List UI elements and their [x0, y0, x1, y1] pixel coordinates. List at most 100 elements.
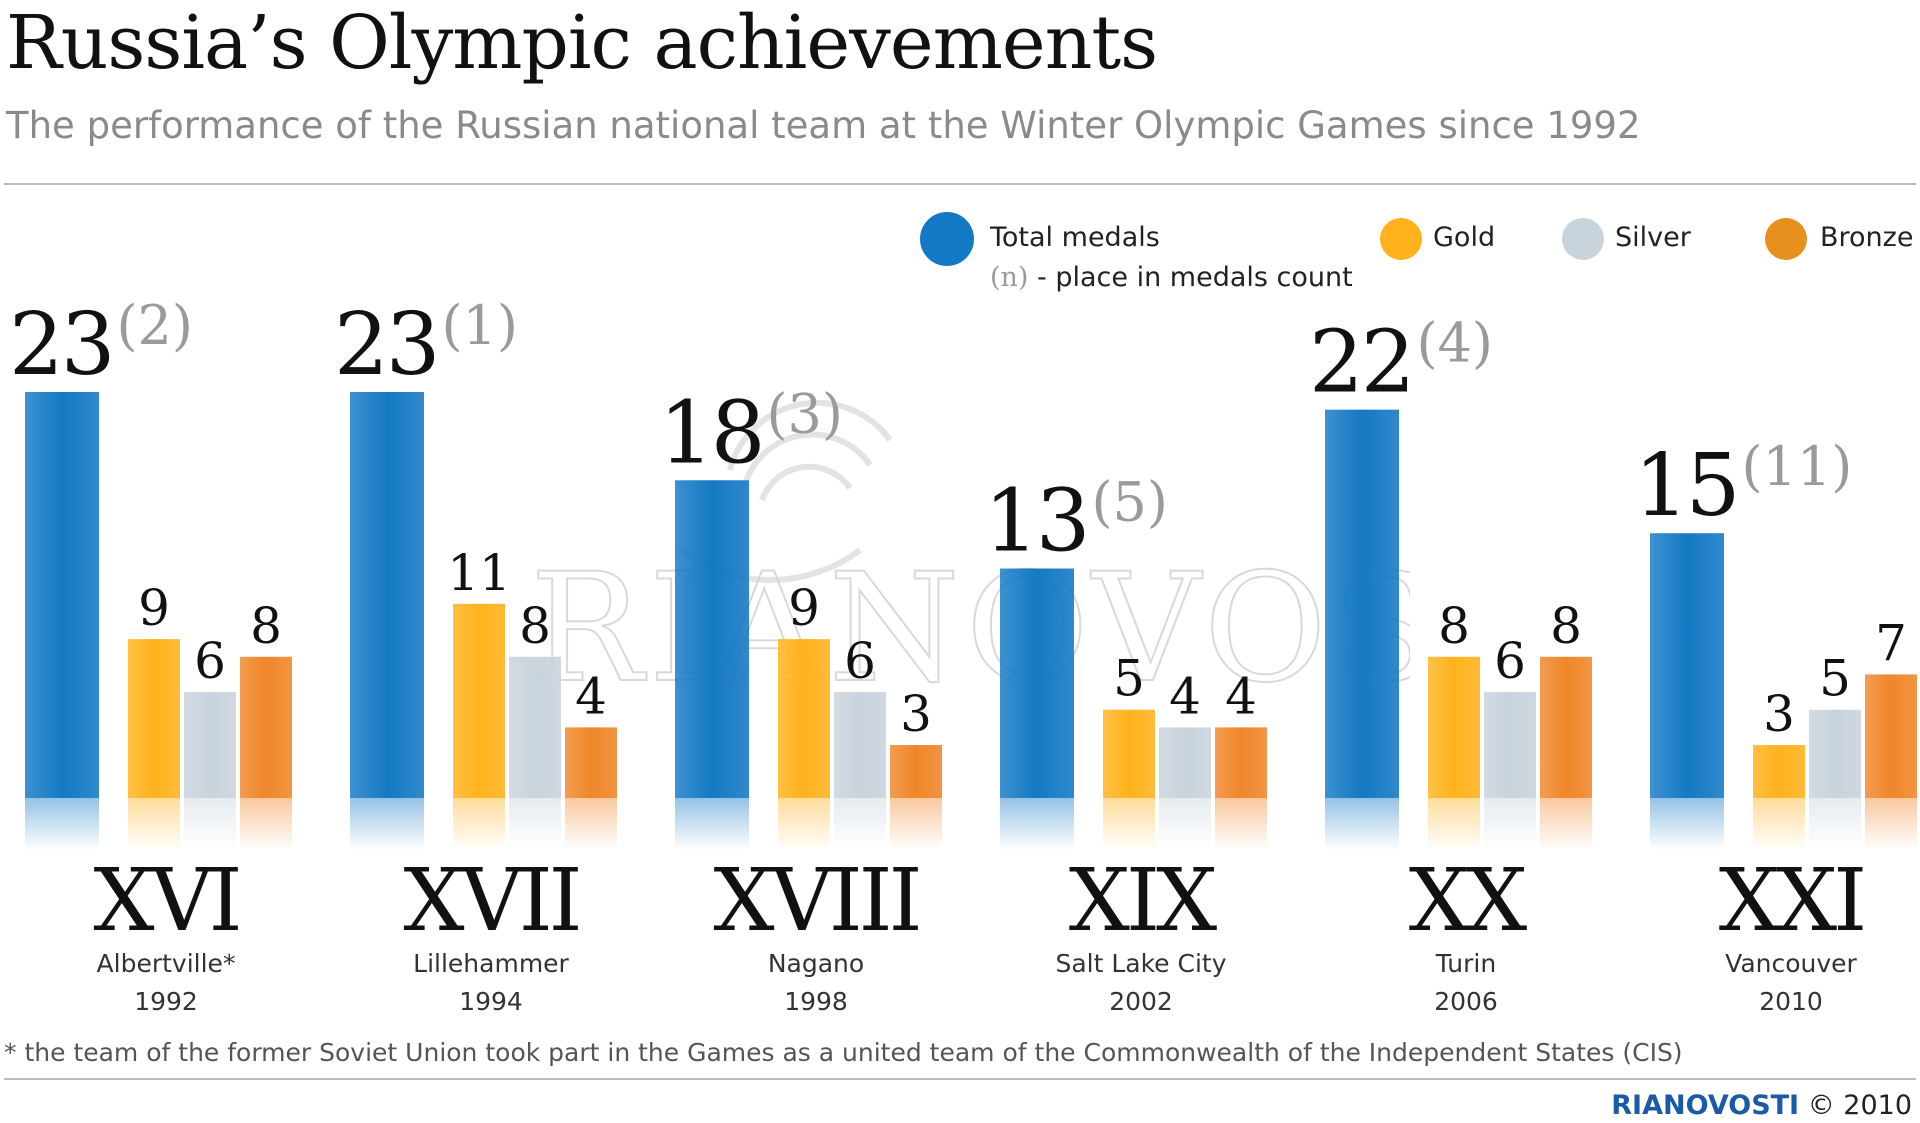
total-label-XIX: 13 [984, 472, 1087, 572]
bar-gold-XX [1428, 656, 1480, 798]
city-label-XXI: Vancouver [1725, 949, 1857, 978]
value-label-bronze-XVII: 4 [575, 667, 607, 725]
value-label-gold-XIX: 5 [1113, 650, 1145, 708]
total-label-XX: 22 [1309, 313, 1412, 413]
legend-total-swatch [920, 212, 974, 266]
bar-total-XXI [1650, 533, 1724, 798]
place-label-XX: (4) [1416, 312, 1493, 375]
top-divider [4, 183, 1916, 185]
chart-title: Russia’s Olympic achievements [6, 0, 1158, 86]
legend-gold-swatch [1380, 218, 1422, 260]
value-label-gold-XVIII: 9 [788, 579, 820, 637]
bar-gold-XIX [1103, 709, 1155, 798]
value-label-bronze-XIX: 4 [1225, 667, 1257, 725]
bar-silver-XX [1484, 692, 1536, 798]
total-label-XXI: 15 [1634, 436, 1737, 536]
bar-bronze-XIX [1215, 727, 1267, 798]
bar-gold-reflection-XXI [1753, 798, 1805, 850]
bar-bronze-XVI [240, 656, 292, 798]
legend-total-label: Total medals [990, 222, 1160, 253]
bar-bronze-reflection-XXI [1865, 798, 1917, 850]
city-label-XIX: Salt Lake City [1055, 949, 1226, 978]
bar-silver-XXI [1809, 709, 1861, 798]
bar-silver-XVI [184, 692, 236, 798]
city-label-XVII: Lillehammer [413, 949, 569, 978]
bar-total-XX [1325, 409, 1399, 798]
games-numeral-XX: XX [1409, 851, 1527, 951]
bar-gold-XVII [453, 603, 505, 798]
brand-logo: RIANOVOSTI [1611, 1090, 1800, 1121]
bar-bronze-reflection-XIX [1215, 798, 1267, 850]
value-label-bronze-XVIII: 3 [900, 685, 932, 743]
bar-bronze-reflection-XVIII [890, 798, 942, 850]
bar-gold-XVI [128, 639, 180, 798]
value-label-silver-XVIII: 6 [844, 632, 876, 690]
total-label-XVII: 23 [334, 295, 437, 395]
value-label-silver-XVI: 6 [194, 632, 226, 690]
bar-total-XVIII [675, 480, 749, 798]
bar-silver-reflection-XVII [509, 798, 561, 850]
year-label-XXI: 2010 [1759, 987, 1823, 1016]
bar-bronze-XVIII [890, 745, 942, 798]
legend-silver-swatch [1562, 218, 1604, 260]
bar-gold-XVIII [778, 639, 830, 798]
bar-total-reflection-XVII [350, 798, 424, 850]
bar-bronze-reflection-XVI [240, 798, 292, 850]
year-label-XVII: 1994 [459, 987, 523, 1016]
value-label-silver-XXI: 5 [1819, 650, 1851, 708]
footnote: * the team of the former Soviet Union to… [4, 1038, 1683, 1067]
value-label-gold-XX: 8 [1438, 597, 1470, 655]
place-label-XXI: (11) [1741, 435, 1852, 498]
value-label-silver-XX: 6 [1494, 632, 1526, 690]
bar-silver-reflection-XXI [1809, 798, 1861, 850]
legend-place-note: (n) - place in medals count [990, 262, 1353, 293]
bar-bronze-XXI [1865, 674, 1917, 798]
bar-silver-XVIII [834, 692, 886, 798]
year-label-XIX: 2002 [1109, 987, 1173, 1016]
city-label-XX: Turin [1435, 949, 1496, 978]
value-label-gold-XVI: 9 [138, 579, 170, 637]
total-label-XVI: 23 [9, 295, 112, 395]
bar-total-XIX [1000, 568, 1074, 798]
legend-silver-label: Silver [1615, 222, 1691, 253]
bar-silver-XIX [1159, 727, 1211, 798]
chart-subtitle: The performance of the Russian national … [6, 104, 1641, 147]
value-label-gold-XXI: 3 [1763, 685, 1795, 743]
legend-bronze-swatch [1765, 218, 1807, 260]
value-label-bronze-XXI: 7 [1875, 614, 1907, 672]
bar-silver-XVII [509, 656, 561, 798]
legend-gold-label: Gold [1433, 222, 1496, 253]
games-numeral-XXI: XXI [1719, 851, 1863, 951]
bar-gold-XXI [1753, 745, 1805, 798]
bar-total-reflection-XXI [1650, 798, 1724, 850]
year-label-XVIII: 1998 [784, 987, 848, 1016]
bar-silver-reflection-XVIII [834, 798, 886, 850]
value-label-bronze-XX: 8 [1550, 597, 1582, 655]
bottom-divider [4, 1078, 1916, 1080]
legend-place-n: (n) [990, 262, 1029, 293]
bar-silver-reflection-XVI [184, 798, 236, 850]
bar-bronze-reflection-XX [1540, 798, 1592, 850]
bar-gold-reflection-XIX [1103, 798, 1155, 850]
year-label-XVI: 1992 [134, 987, 198, 1016]
value-label-gold-XVII: 11 [447, 544, 511, 602]
value-label-silver-XVII: 8 [519, 597, 551, 655]
bar-total-reflection-XVI [25, 798, 99, 850]
brand-copyright: © 2010 [1807, 1090, 1912, 1121]
place-label-XVIII: (3) [766, 382, 843, 445]
bar-total-reflection-XIX [1000, 798, 1074, 850]
bar-bronze-XX [1540, 656, 1592, 798]
bar-gold-reflection-XVI [128, 798, 180, 850]
games-numeral-XVII: XVII [403, 851, 578, 951]
total-label-XVIII: 18 [659, 383, 762, 483]
bar-silver-reflection-XIX [1159, 798, 1211, 850]
place-label-XVII: (1) [441, 294, 518, 357]
bar-total-XVII [350, 392, 424, 798]
place-label-XIX: (5) [1091, 471, 1168, 534]
bar-gold-reflection-XVII [453, 798, 505, 850]
bar-total-reflection-XX [1325, 798, 1399, 850]
legend: Total medals (n) - place in medals count… [0, 210, 1920, 293]
year-label-XX: 2006 [1434, 987, 1498, 1016]
bar-gold-reflection-XVIII [778, 798, 830, 850]
